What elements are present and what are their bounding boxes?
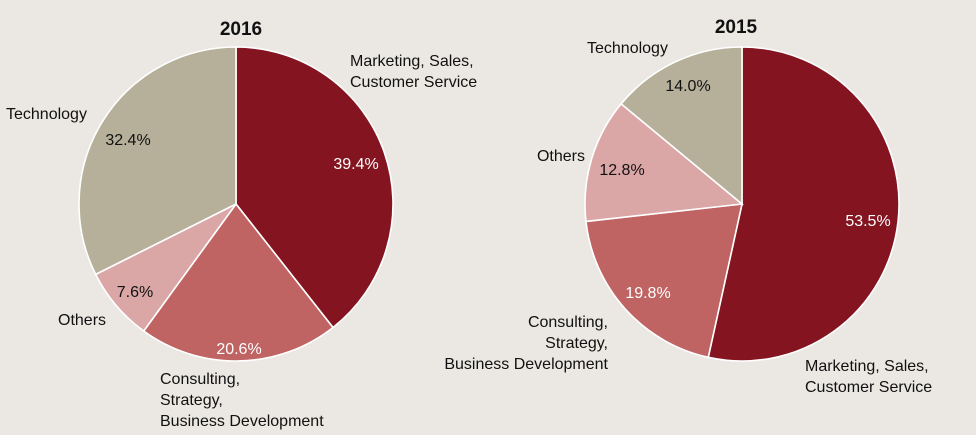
category-label-line: Customer Service — [805, 379, 932, 396]
category-label-others: Others — [537, 148, 585, 165]
category-label-line: Business Development — [444, 356, 608, 373]
pie-slices — [78, 46, 394, 362]
pie-slice-technology — [619, 46, 743, 206]
category-label-line: Others — [537, 148, 585, 165]
value-label-marketing-sales-customer-service: 53.5% — [845, 213, 890, 230]
pie-chart-2015: 2015 53.5% Marketing, Sales, Customer Serv… — [444, 17, 932, 396]
pie-chart-2016: 2016 39.4% Marketing, Sales, Customer Serv… — [6, 19, 477, 430]
pie-slice-others — [584, 102, 744, 223]
value-label-consulting-strategy-business-development: 19.8% — [625, 285, 670, 302]
category-label-line: Technology — [6, 106, 87, 123]
chart-title-2016: 2016 — [220, 19, 262, 40]
category-label-line: Strategy, — [160, 392, 223, 409]
value-label-others: 12.8% — [599, 162, 644, 179]
category-label-others: Others — [58, 312, 106, 329]
category-label-marketing-sales-customer-service: Marketing, Sales, Customer Service — [805, 358, 932, 396]
category-label-line: Consulting, — [160, 371, 240, 388]
category-label-technology: Technology — [587, 40, 668, 57]
value-label-technology: 14.0% — [665, 78, 710, 95]
category-label-line: Consulting, — [528, 314, 608, 331]
category-label-line: Marketing, Sales, — [805, 358, 929, 375]
pie-slice-consulting-strategy-business-development — [585, 203, 744, 359]
category-label-line: Strategy, — [545, 335, 608, 352]
category-label-line: Customer Service — [350, 74, 477, 91]
value-label-technology: 32.4% — [105, 132, 150, 149]
pie-slice-technology — [78, 46, 237, 276]
category-label-line: Business Development — [160, 413, 324, 430]
category-label-technology: Technology — [6, 106, 87, 123]
pie-slice-marketing-sales-customer-service — [235, 46, 394, 329]
value-label-others: 7.6% — [117, 284, 153, 301]
category-label-consulting-strategy-business-development: Consulting, Strategy, Business Development — [444, 314, 608, 373]
category-label-line: Others — [58, 312, 106, 329]
category-label-marketing-sales-customer-service: Marketing, Sales, Customer Service — [350, 53, 477, 91]
chart-title-2015: 2015 — [715, 17, 758, 38]
pie-slices — [584, 46, 900, 362]
category-label-line: Marketing, Sales, — [350, 53, 474, 70]
category-label-consulting-strategy-business-development: Consulting, Strategy, Business Development — [160, 371, 324, 430]
value-label-marketing-sales-customer-service: 39.4% — [333, 156, 378, 173]
value-label-consulting-strategy-business-development: 20.6% — [216, 341, 261, 358]
pie-slice-marketing-sales-customer-service — [707, 46, 900, 362]
category-label-line: Technology — [587, 40, 668, 57]
pie-slice-consulting-strategy-business-development — [142, 202, 335, 362]
